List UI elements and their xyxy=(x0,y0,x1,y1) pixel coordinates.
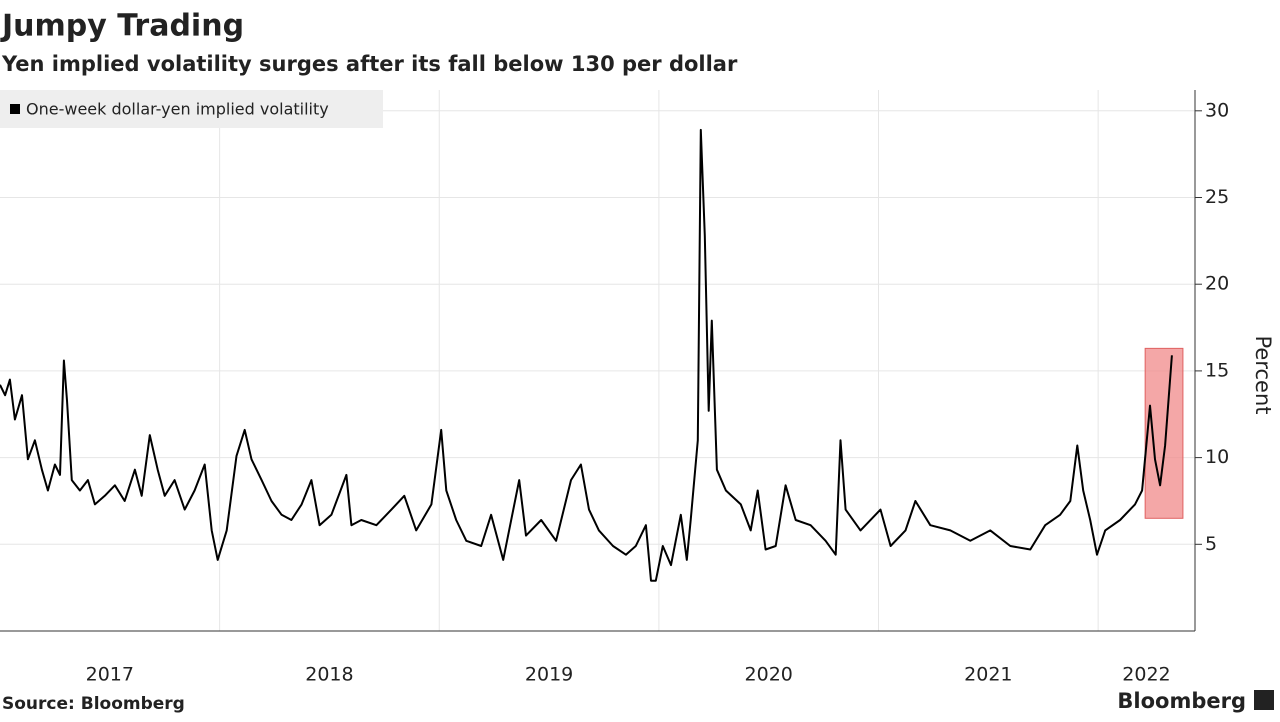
y-axis-label: Percent xyxy=(1251,335,1275,414)
legend-label: One-week dollar-yen implied volatility xyxy=(26,100,329,119)
y-tick-label: 20 xyxy=(1205,273,1229,295)
data-line xyxy=(0,128,1173,582)
highlight-box xyxy=(1144,347,1184,519)
x-tick-label: 2017 xyxy=(86,664,134,686)
legend-swatch xyxy=(10,104,20,114)
chart-title: Jumpy Trading xyxy=(0,9,244,44)
x-tick-label: 2021 xyxy=(964,664,1012,686)
chart-subtitle: Yen implied volatility surges after its … xyxy=(1,52,738,76)
x-tick-label: 2022 xyxy=(1122,664,1170,686)
brand-logo: Bloomberg xyxy=(1117,689,1246,713)
y-tick-label: 10 xyxy=(1205,446,1229,468)
x-tick-label: 2019 xyxy=(525,664,573,686)
y-tick-label: 15 xyxy=(1205,359,1229,381)
legend-background xyxy=(0,90,383,128)
brand-icon xyxy=(1254,690,1274,710)
y-tick-label: 5 xyxy=(1205,533,1217,555)
y-tick-label: 30 xyxy=(1205,99,1229,121)
x-tick-label: 2018 xyxy=(305,664,353,686)
source-note: Source: Bloomberg xyxy=(2,694,185,714)
x-tick-label: 2020 xyxy=(745,664,793,686)
y-tick-label: 25 xyxy=(1205,186,1229,208)
